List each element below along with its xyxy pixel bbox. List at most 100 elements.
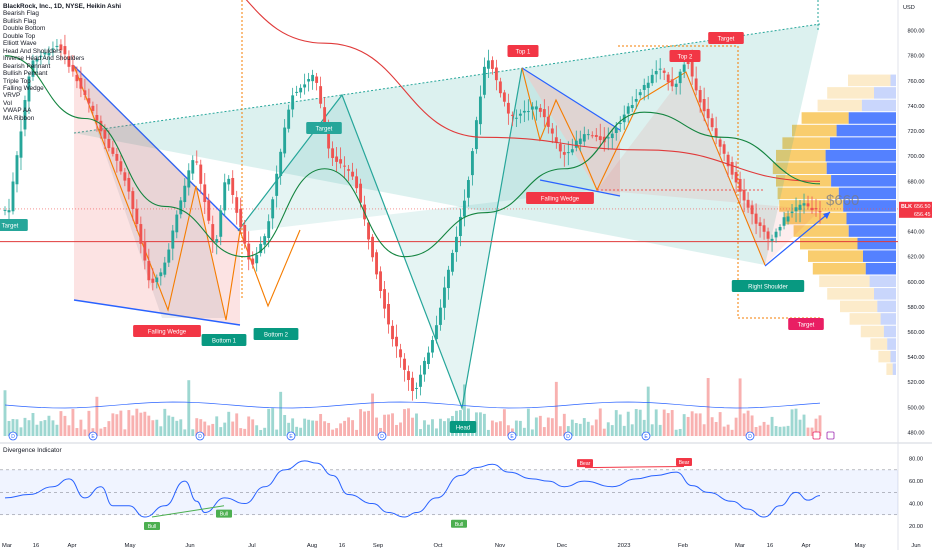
candle-body [391, 325, 394, 340]
event-marker[interactable]: D [195, 431, 205, 441]
volume-profile-down [827, 288, 874, 300]
volume-bar [43, 420, 47, 436]
candle-body [550, 128, 554, 134]
label-falling-wedge-left-bg [133, 325, 201, 337]
volume-bar [790, 409, 794, 436]
event-icon-label: E [644, 434, 648, 440]
volume-bar [175, 420, 179, 436]
volume-bar [782, 426, 786, 436]
candle-body [35, 58, 39, 62]
event-marker[interactable]: D [563, 431, 573, 441]
event-icon [641, 431, 651, 441]
candle-body [714, 128, 718, 138]
volume-profile-up [825, 149, 896, 162]
candle-body [554, 137, 558, 143]
volume-bar [287, 422, 291, 436]
volume-bar [750, 415, 754, 436]
candle-body [618, 122, 622, 124]
candle-body [474, 120, 478, 150]
legend-item[interactable]: Double Bottom [3, 25, 46, 33]
legend-item[interactable]: MA Ribbon [3, 114, 35, 122]
volume-bar [271, 408, 275, 436]
volume-bar [335, 428, 339, 436]
volume-bar [670, 410, 674, 436]
legend-item[interactable]: Double Top [3, 32, 36, 40]
event-marker[interactable]: E [507, 431, 517, 441]
volume-bar [443, 421, 446, 436]
volume-bar [626, 411, 630, 436]
candle-body [566, 152, 570, 154]
legend-item[interactable]: VWAP AA [3, 107, 32, 115]
candle-body [215, 239, 219, 243]
volume-bar [482, 413, 486, 436]
volume-bar [690, 411, 694, 436]
label-top2-bg [669, 50, 701, 62]
volume-bar [618, 414, 622, 436]
event-marker[interactable]: E [88, 431, 98, 441]
volume-bar [39, 421, 43, 436]
chart-title[interactable]: BlackRock, Inc., 1D, NYSE, Heikin Ashi [3, 3, 122, 10]
price-tick-label: 780.00 [907, 54, 924, 60]
candle-body [630, 105, 634, 109]
volume-bar [582, 418, 586, 436]
time-tick-label: Mar [735, 543, 745, 549]
legend-item[interactable]: Bullish Flag [3, 17, 37, 25]
legend-item[interactable]: Inverse Head And Shoulders [3, 55, 85, 63]
candle-body [435, 325, 438, 340]
legend-item[interactable]: Bearish Flag [3, 10, 39, 18]
candle-body [159, 272, 163, 277]
legend-item[interactable]: Triple Top [3, 77, 31, 85]
time-tick-label: Jul [248, 543, 255, 549]
volume-bar [251, 419, 255, 436]
volume-bar [239, 428, 243, 436]
indicator-tick-label: 60.00 [909, 479, 923, 485]
volume-profile-down [827, 87, 874, 99]
volume-bar [498, 421, 502, 436]
bear-divergence-line [584, 465, 685, 469]
candle-body [187, 170, 191, 188]
candle-body [119, 161, 123, 172]
candle-body [307, 79, 311, 82]
legend-item[interactable]: Bearish Pennant [3, 62, 51, 70]
event-marker[interactable]: E [641, 431, 651, 441]
volume-bar [171, 416, 175, 436]
volume-profile-down [840, 300, 878, 313]
price-tick-label: 600.00 [907, 280, 924, 286]
dividend-icon [812, 431, 821, 440]
volume-bar [191, 429, 195, 436]
candle-body [71, 64, 75, 72]
volume-bar [23, 417, 27, 436]
volume-bar [518, 420, 522, 436]
event-marker[interactable]: D [8, 431, 18, 441]
volume-bar [55, 424, 59, 436]
volume-profile-up [890, 350, 896, 363]
legend-item[interactable]: Vol [3, 99, 12, 107]
volume-bar [395, 424, 398, 436]
volume-bar [630, 424, 634, 436]
volume-bar [399, 422, 402, 436]
event-icon-label: E [289, 434, 293, 440]
legend-item[interactable]: Head And Shoulders [3, 47, 62, 55]
event-marker[interactable]: D [377, 431, 387, 441]
legend-item[interactable]: Elliott Wave [3, 40, 37, 48]
legend-item[interactable]: VRVP [3, 92, 21, 100]
volume-bar [403, 409, 406, 436]
volume-bar [119, 410, 123, 436]
candle-body [79, 77, 83, 89]
candle-body [558, 144, 562, 152]
candle-body [251, 258, 255, 265]
volume-bar [375, 417, 378, 436]
event-marker[interactable]: E [286, 431, 296, 441]
earnings-icon [826, 431, 835, 440]
legend-item[interactable]: Falling Wedge [3, 84, 44, 92]
volume-bar [187, 380, 191, 436]
event-marker[interactable]: D [745, 431, 755, 441]
pattern-overlays [0, 0, 898, 411]
legend-item[interactable]: Bullish Pennant [3, 70, 48, 78]
volume-bar [754, 427, 758, 436]
volume-bar [135, 408, 139, 436]
volume-bar [35, 424, 39, 436]
candle-body [183, 185, 187, 203]
